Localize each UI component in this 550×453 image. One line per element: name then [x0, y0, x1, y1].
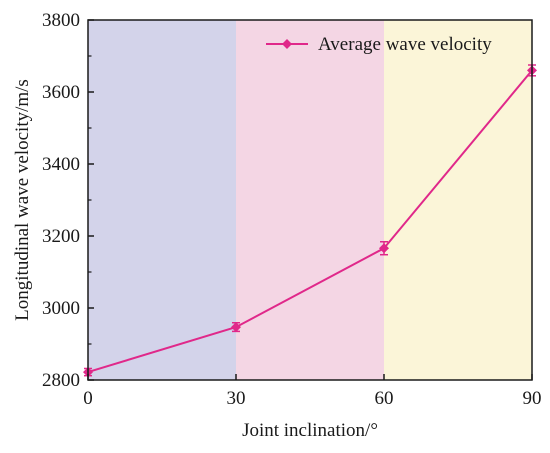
- background-band: [384, 20, 532, 380]
- legend-marker: [282, 39, 292, 49]
- data-point: [379, 243, 389, 254]
- x-tick-label: 30: [227, 388, 246, 409]
- background-band: [88, 20, 236, 380]
- series-layer: [83, 64, 537, 378]
- data-point: [231, 322, 241, 333]
- x-tick-label: 90: [523, 388, 542, 409]
- legend: Average wave velocity: [266, 34, 492, 55]
- y-axis: 2800 3000 3200 3400 3600 3800: [42, 10, 94, 391]
- background-band: [236, 20, 384, 380]
- y-tick-label: 3000: [42, 298, 80, 319]
- legend-label: Average wave velocity: [318, 34, 492, 55]
- y-tick-label: 3400: [42, 154, 80, 175]
- y-tick-label: 3600: [42, 82, 80, 103]
- background-bands: [88, 20, 532, 380]
- series-line: [87, 69, 533, 374]
- x-tick-label: 0: [83, 388, 93, 409]
- x-axis: 0 30 60 90: [83, 374, 542, 409]
- x-axis-title: Joint inclination/°: [242, 420, 378, 441]
- y-tick-label: 3200: [42, 226, 80, 247]
- y-tick-label: 3800: [42, 10, 80, 31]
- x-tick-label: 60: [375, 388, 394, 409]
- y-tick-label: 2800: [42, 370, 80, 391]
- y-axis-title: Longitudinal wave velocity/m/s: [12, 79, 33, 321]
